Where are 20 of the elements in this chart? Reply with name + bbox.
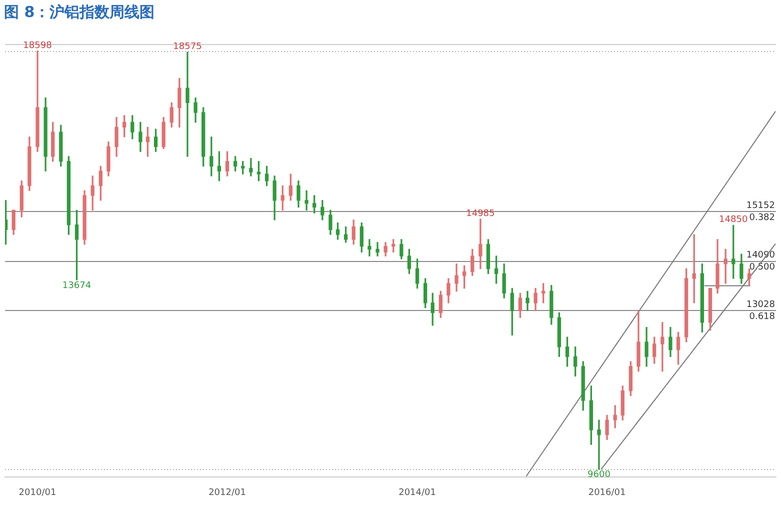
ref-line-label: 13028 0.618: [746, 300, 776, 322]
annotation: 13674: [62, 280, 92, 291]
x-tick-label: 2016/01: [588, 488, 626, 498]
annotation: 14985: [466, 208, 495, 219]
candlestick: [304, 190, 308, 210]
x-tick-label: 2012/01: [208, 488, 246, 498]
annotation: 18598: [23, 40, 52, 51]
candlestick: [186, 52, 190, 157]
annotation: 14850: [719, 215, 748, 226]
candlestick: [478, 218, 482, 270]
candlestick: [597, 420, 601, 470]
candlestick: [376, 242, 380, 256]
x-tick-label: 2010/01: [18, 488, 56, 498]
annotation: 9600: [588, 470, 611, 480]
candlestick: [368, 239, 372, 256]
annotation: 18575: [173, 42, 202, 52]
candlestick: [724, 248, 728, 284]
ref-line-label: 15152 0.382: [746, 201, 775, 224]
x-tick-label: 2014/01: [398, 488, 436, 498]
chart-title: 图 8：沪铝指数周线图: [4, 3, 155, 22]
